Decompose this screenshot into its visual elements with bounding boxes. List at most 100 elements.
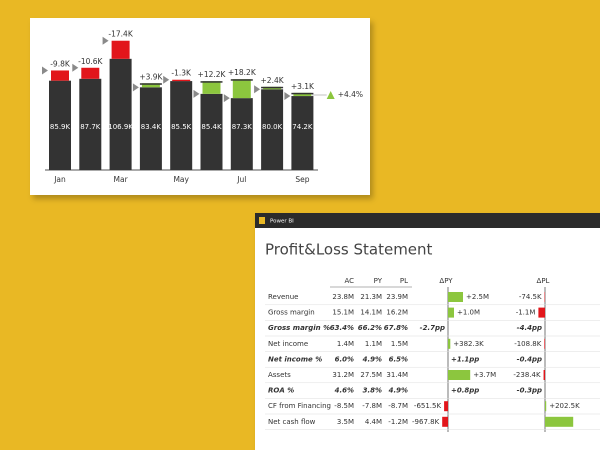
app-name: Power BI bbox=[270, 219, 294, 225]
chart: 85.9K -9.8K Jan 87.7K -10.6K 106.9K -17.4K Mar 8… bbox=[42, 30, 363, 184]
variance-bar bbox=[232, 79, 251, 99]
column-header: PY bbox=[374, 277, 383, 285]
cell: 4.9% bbox=[363, 355, 382, 363]
variance-label: +3.1K bbox=[291, 82, 315, 91]
variance-label: +18.2K bbox=[228, 68, 257, 77]
variance-label: -17.4K bbox=[108, 30, 133, 39]
variance-label: -10.6K bbox=[78, 57, 103, 66]
cell: -8.5M bbox=[334, 402, 354, 410]
py-marker bbox=[254, 85, 261, 94]
py-marker bbox=[42, 66, 48, 75]
cell: 23.8M bbox=[332, 293, 354, 301]
cell: 6.5% bbox=[389, 355, 408, 363]
delta-bar bbox=[545, 416, 574, 427]
row-label: Assets bbox=[268, 371, 291, 379]
cell: 67.8% bbox=[384, 324, 408, 332]
total-marker bbox=[326, 91, 335, 99]
delta-label: +3.7M bbox=[473, 371, 496, 379]
ac-bar bbox=[261, 89, 284, 170]
delta-label: +1.0M bbox=[457, 309, 480, 317]
ac-bar bbox=[109, 58, 132, 170]
ac-bar bbox=[170, 81, 193, 170]
delta-label: -238.4K bbox=[513, 371, 541, 379]
ac-bar bbox=[79, 78, 102, 170]
column-header: ΔPY bbox=[439, 277, 453, 285]
cell: 1.4M bbox=[337, 340, 354, 348]
delta-bar bbox=[538, 307, 545, 318]
delta-bar bbox=[543, 370, 545, 380]
variance-bar bbox=[141, 83, 160, 88]
delta-label: +0.8pp bbox=[451, 387, 479, 395]
variance-label: -9.8K bbox=[50, 59, 71, 68]
variance-bar bbox=[293, 92, 312, 97]
value-label: 106.9K bbox=[108, 123, 133, 131]
delta-bar bbox=[545, 401, 547, 412]
value-label: 74.2K bbox=[292, 123, 313, 131]
cell: -1.2M bbox=[388, 418, 408, 426]
delta-label: -4.4pp bbox=[517, 324, 542, 332]
value-label: 85.4K bbox=[201, 123, 222, 131]
ac-cap bbox=[230, 79, 253, 81]
value-label: 85.5K bbox=[171, 123, 192, 131]
x-tick-label: May bbox=[173, 175, 189, 184]
column-header: ΔPL bbox=[537, 277, 550, 285]
cell: -8.7M bbox=[388, 402, 408, 410]
x-tick-label: Jan bbox=[53, 175, 66, 184]
delta-label: -108.8K bbox=[514, 340, 542, 348]
variance-bar bbox=[111, 40, 130, 59]
cell: 1.1M bbox=[365, 340, 382, 348]
cell: 4.9% bbox=[389, 387, 408, 395]
value-label: 83.4K bbox=[141, 123, 162, 131]
row-label: Net cash flow bbox=[268, 418, 316, 426]
value-label: 85.9K bbox=[50, 123, 71, 131]
py-marker bbox=[284, 92, 291, 101]
delta-label: +2.5M bbox=[466, 293, 489, 301]
variance-label: +3.9K bbox=[139, 72, 163, 81]
table: AC PY PL ΔPY ΔPL Revenue 23.8M 21.3M 23.9M +2.5M -… bbox=[265, 277, 600, 432]
value-label: 80.0K bbox=[262, 123, 283, 131]
delta-label: -967.8K bbox=[412, 418, 440, 426]
delta-bar bbox=[448, 338, 451, 349]
cell: 66.2% bbox=[358, 324, 382, 332]
py-marker bbox=[132, 83, 139, 92]
delta-bar bbox=[444, 401, 448, 412]
py-marker bbox=[163, 75, 170, 84]
cell: -7.8M bbox=[362, 402, 382, 410]
ac-cap bbox=[291, 92, 314, 95]
value-label: 87.3K bbox=[232, 123, 253, 131]
cell: 23.9M bbox=[386, 293, 408, 301]
row-label: Net income % bbox=[268, 355, 322, 363]
variance-label: +12.2K bbox=[198, 70, 227, 79]
delta-label: +382.3K bbox=[453, 340, 484, 348]
cell: 3.8% bbox=[363, 387, 382, 395]
variance-bar bbox=[51, 70, 69, 81]
value-label: 87.7K bbox=[80, 123, 101, 131]
row-label: ROA % bbox=[268, 387, 294, 395]
cell: 1.5M bbox=[391, 340, 408, 348]
py-marker bbox=[193, 89, 200, 98]
ac-bar bbox=[200, 93, 223, 170]
x-tick-label: Sep bbox=[295, 175, 309, 184]
ac-cap bbox=[139, 83, 162, 85]
variance-bar bbox=[172, 79, 191, 82]
delta-label: -74.5K bbox=[519, 293, 542, 301]
row-label: Gross margin bbox=[268, 309, 315, 317]
cell: 16.2M bbox=[386, 309, 408, 317]
cell: 31.2M bbox=[332, 371, 354, 379]
delta-label: -0.3pp bbox=[517, 387, 542, 395]
delta-bar bbox=[442, 416, 448, 427]
cell: 31.4M bbox=[386, 371, 408, 379]
ac-bar bbox=[139, 87, 162, 170]
delta-label: -651.5K bbox=[414, 402, 442, 410]
py-marker bbox=[102, 36, 109, 45]
x-tick-label: Mar bbox=[114, 175, 129, 184]
delta-label: -0.4pp bbox=[517, 355, 542, 363]
variance-bar bbox=[81, 67, 100, 79]
cell: 63.4% bbox=[330, 324, 354, 332]
py-marker bbox=[223, 94, 230, 103]
delta-label: +202.5K bbox=[549, 402, 580, 410]
ac-cap bbox=[200, 81, 223, 83]
total-label: +4.4% bbox=[338, 90, 363, 99]
